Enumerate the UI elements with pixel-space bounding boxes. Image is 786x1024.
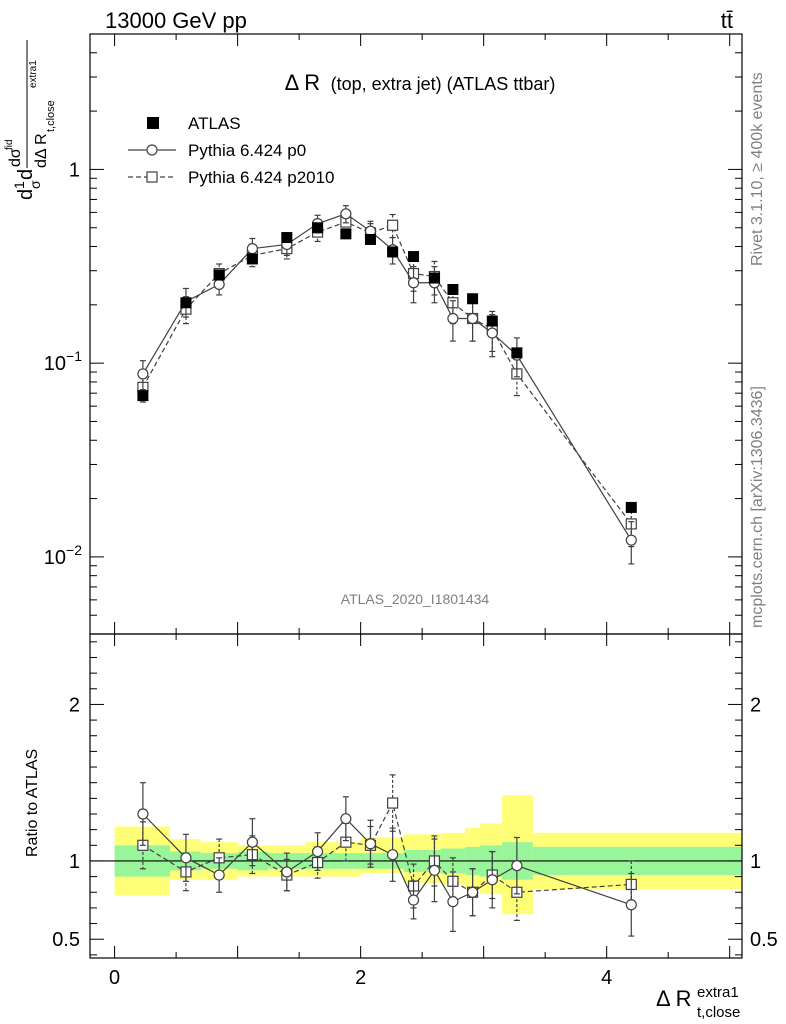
ratio-y-tick-label-right: 0.5 (750, 929, 778, 951)
svg-text:Pythia 6.424 p2010: Pythia 6.424 p2010 (188, 168, 335, 187)
svg-text:d: d (15, 189, 37, 200)
legend: ATLAS Pythia 6.424 p0 Pythia 6.424 p2010 (128, 114, 335, 187)
atlas-data-point (137, 390, 149, 402)
svg-text:d: d (15, 169, 37, 180)
atlas-data-point (511, 347, 523, 359)
ratio-pythia-p0-point (486, 874, 498, 886)
svg-text:ATLAS: ATLAS (188, 114, 241, 133)
pythia-p0-point (466, 312, 479, 325)
svg-text:extra1: extra1 (697, 984, 739, 1001)
ratio-pythia-p0-point (246, 836, 258, 848)
x-axis-label: Δ R extra1 t,close (656, 984, 740, 1021)
title-main: Δ R (285, 70, 320, 95)
main-y-axis-label: d 1 σ d dσ fid dΔ R t,close extra1 (4, 40, 57, 200)
pythia-p0-point (137, 368, 149, 380)
pythia-p0-point (407, 277, 420, 289)
pythia-p0-line (142, 213, 632, 541)
ratio-y-tick-label: 1 (69, 851, 80, 873)
svg-text:extra1: extra1 (28, 60, 39, 88)
ratio-pythia-p0-point (511, 860, 523, 872)
rivet-label: Rivet 3.1.10, ≥ 400k events (749, 72, 766, 266)
title-detail: (top, extra jet) (ATLAS ttbar) (331, 74, 556, 94)
pythia-p2010-line (142, 221, 632, 525)
pythia-p0-point (213, 278, 225, 290)
ratio-pythia-p0-point (180, 852, 192, 864)
atlas-data-point (180, 297, 192, 309)
ratio-pythia-p0-point (387, 849, 399, 861)
plot-title: Δ R (top, extra jet) (ATLAS ttbar) (285, 70, 556, 95)
ratio-pythia-p0-point (137, 808, 149, 820)
analysis-watermark: ATLAS_2020_I1801434 (341, 591, 490, 607)
ratio-pythia-p0-point (213, 869, 225, 881)
ratio-y-tick-label: 2 (69, 694, 80, 716)
svg-text:dΔ R: dΔ R (33, 133, 50, 168)
process-label: tt̄ (721, 8, 733, 33)
ratio-pythia-p0-point (407, 894, 420, 906)
svg-text:Pythia 6.424 p0: Pythia 6.424 p0 (188, 141, 306, 160)
ratio-pythia-p0-point (447, 896, 459, 908)
atlas-data-point (387, 246, 399, 258)
atlas-data-point (312, 222, 324, 234)
svg-text:1: 1 (11, 181, 27, 189)
ratio-pythia-p0-line (142, 813, 632, 906)
atlas-data-point (447, 283, 459, 295)
svg-text:dσ: dσ (7, 148, 24, 167)
ratio-pythia-p0-point (364, 838, 377, 850)
pythia-p2010-point (387, 219, 399, 231)
atlas-data-point (428, 272, 440, 284)
x-tick-label: 0 (109, 967, 120, 989)
y-tick-label: 1 (69, 159, 80, 181)
pythia-p0-point (625, 534, 637, 546)
ratio-y-tick-label-right: 2 (750, 694, 761, 716)
atlas-data-point (486, 315, 498, 327)
pythia-p0-point (486, 327, 498, 339)
ratio-pythia-p0-point (625, 899, 637, 911)
ratio-y-axis-label: Ratio to ATLAS (24, 749, 41, 857)
ratio-pythia-p2010-line (142, 801, 632, 893)
atlas-data-point (340, 228, 352, 240)
atlas-data-point (281, 232, 293, 244)
pythia-p0-point (340, 208, 352, 220)
ratio-pythia-p0-point (340, 813, 352, 825)
svg-text:fid: fid (4, 139, 15, 150)
ratio-y-tick-label: 0.5 (52, 929, 80, 951)
ratio-plot-panel: 0 2 4 0.5 0.5 1 1 2 2 (52, 34, 778, 989)
legend-entry-pythia-p2010: Pythia 6.424 p2010 (128, 168, 335, 187)
pythia-p0-point (447, 312, 459, 325)
ratio-pythia-p0-point (281, 866, 293, 878)
atlas-data-point (408, 251, 420, 263)
svg-text:t,close: t,close (45, 100, 57, 132)
y-tick-label: 10−1 (44, 348, 82, 375)
main-plot-panel: 10−2 10−1 1 (44, 33, 743, 635)
atlas-data-point (625, 501, 637, 513)
ratio-plot-frame (89, 633, 743, 959)
legend-entry-pythia-p0: Pythia 6.424 p0 (128, 141, 306, 160)
svg-text:t,close: t,close (697, 1004, 740, 1021)
ratio-pythia-p2010-point (387, 797, 399, 809)
mcplots-label: mcplots.cern.ch [arXiv:1306.3436] (749, 386, 766, 628)
svg-text:σ: σ (27, 180, 43, 189)
ratio-pythia-p0-point (311, 845, 324, 858)
atlas-data-point (213, 269, 225, 281)
pythia-p0-point (246, 243, 258, 255)
y-tick-label: 10−2 (44, 542, 82, 569)
atlas-data-point (246, 253, 258, 265)
x-tick-label: 4 (601, 967, 612, 989)
ratio-y-tick-label-right: 1 (750, 851, 761, 873)
atlas-data-point (467, 293, 479, 305)
ratio-pythia-p0-point (428, 864, 441, 876)
energy-label: 13000 GeV pp (105, 8, 247, 33)
atlas-data-point (364, 233, 376, 245)
legend-entry-atlas: ATLAS (147, 114, 241, 133)
ratio-pythia-p0-point (466, 886, 479, 898)
svg-text:Δ R: Δ R (656, 986, 691, 1011)
x-tick-label: 2 (355, 967, 366, 989)
